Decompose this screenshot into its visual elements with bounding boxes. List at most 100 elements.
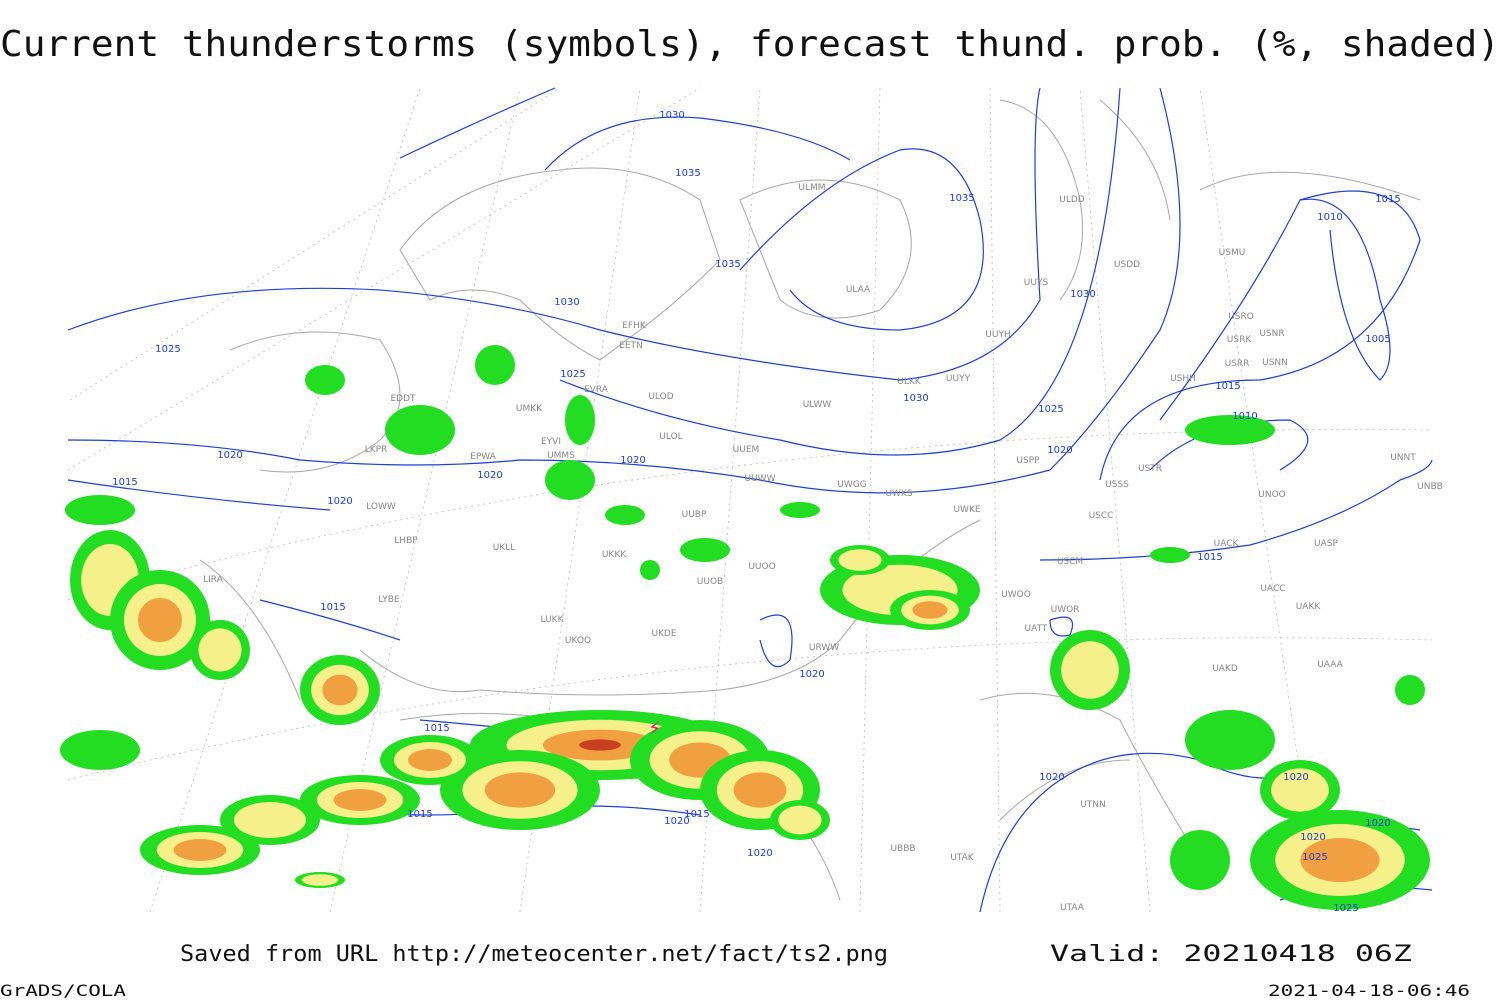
station-label: LHBP [394,536,418,546]
isobar-label: 1020 [1300,832,1325,843]
station-label: USCC [1089,511,1114,521]
isobar-label: 1020 [1283,772,1308,783]
isobar-label: 1025 [1038,404,1063,415]
isobar-label: 1015 [424,723,449,734]
station-label: EPWA [470,452,497,462]
probability-shade [838,549,882,571]
station-label: ULKK [897,377,922,387]
probability-shade [173,839,227,861]
station-label: USNN [1262,358,1288,368]
isobar-label: 1020 [799,669,824,680]
isobar-label: 1020 [1047,445,1072,456]
probability-shade [680,538,730,562]
isobar-label: 1030 [659,110,684,121]
probability-shade [579,739,621,751]
isobar-label: 1025 [1333,903,1358,914]
isobar-label: 1015 [320,602,345,613]
probability-shade [912,601,948,619]
station-label: USRO [1228,312,1254,322]
isobar-label: 1020 [620,455,645,466]
probability-shade [1061,641,1119,699]
station-label: UTAA [1060,903,1085,913]
map-labels: 1030 1035 1035 1035 1030 1030 1025 1025 1030 1025… [112,110,1443,914]
isobar-label: 1020 [477,470,502,481]
station-label: LIRA [203,575,224,585]
isobar-label: 1005 [1365,334,1390,345]
station-label: USHH [1170,374,1196,384]
probability-shade [322,674,358,706]
station-label: UWGG [837,480,866,490]
probability-shade [60,730,140,770]
graticule [67,87,1433,913]
map-title: Current thunderstorms (symbols), forecas… [0,24,1500,65]
isobar-label: 1030 [1070,289,1095,300]
station-label: EDDT [390,394,416,404]
station-label: UTNN [1080,800,1106,810]
probability-shade [408,749,452,771]
valid-time: Valid: 20210418 06Z [1050,942,1412,967]
station-label: URWW [809,643,839,653]
station-label: USCM [1057,557,1083,567]
station-label: UTAK [950,853,975,863]
probability-shade [605,505,645,525]
station-label: UUWW [745,474,776,484]
probability-shade [640,560,660,580]
isobar-label: 1015 [407,809,432,820]
station-label: UMKK [516,404,543,414]
station-label: EYVI [541,437,561,447]
isobar-label: 1035 [715,259,740,270]
station-label: ULMM [798,183,825,193]
station-label: USRK [1227,335,1253,345]
station-label: UUYS [1024,278,1049,288]
station-label: ULOD [648,392,673,402]
station-label: UUEM [733,445,760,455]
isobar-label: 1015 [1375,194,1400,205]
station-label: UUOO [748,562,775,572]
station-label: UKDE [651,629,676,639]
isobar-label: 1015 [1215,381,1240,392]
station-label: UMMS [547,451,575,461]
station-label: ULAA [846,285,871,295]
station-label: EVRA [584,385,609,395]
probability-shade [65,495,135,525]
isobar-label: 1025 [155,344,180,355]
station-label: LUKK [541,615,565,625]
isobar-label: 1015 [112,477,137,488]
station-label: UATT [1025,624,1048,634]
station-label: UACK [1214,539,1240,549]
isobar-label: 1020 [664,816,689,827]
station-label: ULWW [803,400,832,410]
probability-shade [778,805,822,835]
station-label: UKLL [493,543,516,553]
isobar-label: 1010 [1232,411,1257,422]
station-label: UWOO [1001,590,1031,600]
probability-shade [545,460,595,500]
thunderstorm-probability: ⚡ [60,345,1430,910]
probability-shade [1150,547,1190,563]
station-label: LOWW [366,502,396,512]
isobar-label: 1010 [1317,212,1342,223]
station-label: USNR [1259,329,1284,339]
station-label: USTR [1138,464,1162,474]
isobar-label: 1025 [1302,852,1327,863]
isobar-label: 1020 [1365,818,1390,829]
isobar-label: 1020 [217,450,242,461]
probability-shade [1395,675,1425,705]
station-label: UACC [1260,584,1285,594]
probability-shade [733,772,787,808]
station-label: USSS [1105,480,1129,490]
station-label: USRR [1225,359,1250,369]
station-label: UAKK [1296,602,1322,612]
probability-shade [234,802,306,838]
probability-shade [1185,415,1275,445]
probability-shade [138,598,182,642]
station-label: UKKK [602,550,627,560]
station-label: UKOO [565,636,591,646]
isobar-label: 1015 [684,809,709,820]
probability-shade [333,789,387,811]
station-label: USPP [1016,456,1040,466]
station-label: UAKD [1212,664,1238,674]
probability-shade [302,874,338,886]
software-credit: GrADS/COLA [0,981,126,1000]
